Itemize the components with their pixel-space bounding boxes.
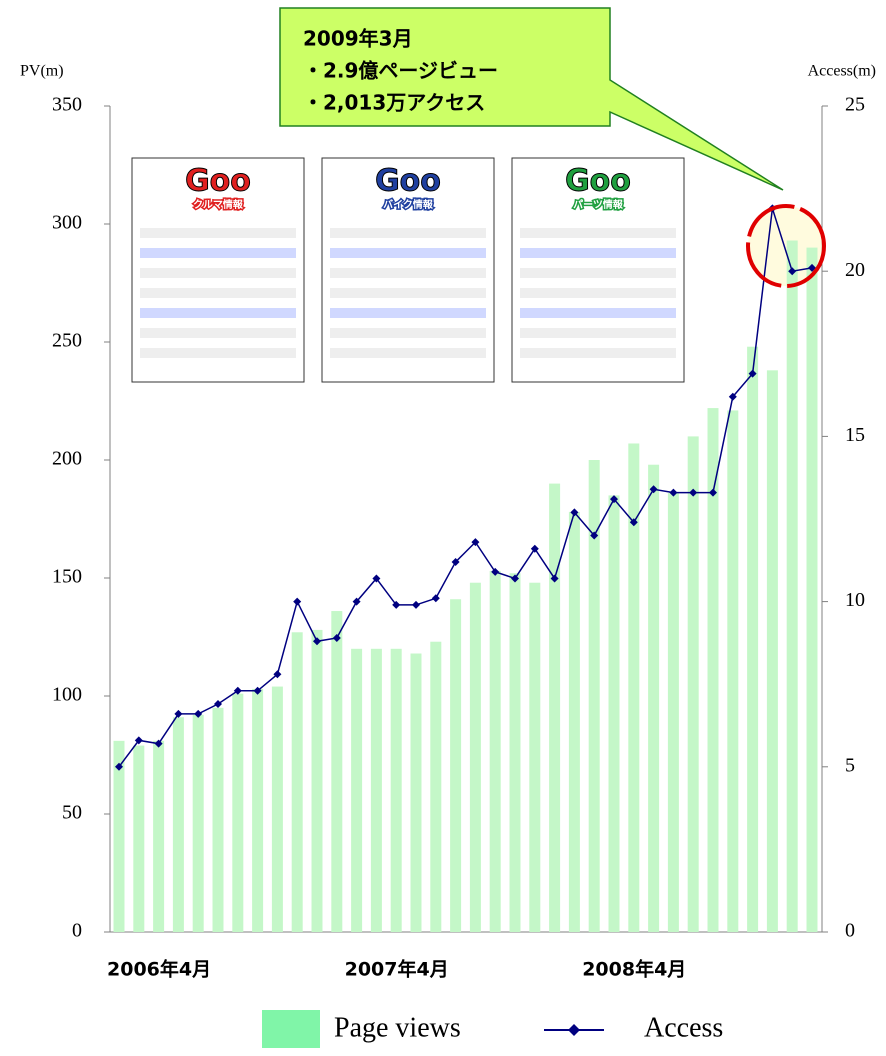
inset-line: [140, 248, 296, 258]
bar: [609, 495, 620, 932]
legend-label: Page views: [334, 1012, 461, 1043]
callout-text: 2009年3月: [303, 27, 413, 51]
inset-label: クルマ情報: [193, 198, 244, 211]
bar: [727, 410, 738, 932]
inset-line: [520, 228, 676, 238]
marker: [432, 594, 440, 602]
bar: [510, 573, 521, 932]
marker: [234, 687, 242, 695]
x-tick-label: 2007年4月: [345, 958, 449, 981]
inset-line: [140, 308, 296, 318]
y2-tick-label: 0: [845, 920, 855, 942]
y-tick-label: 350: [52, 94, 82, 116]
legend-label: Access: [644, 1012, 723, 1043]
y-axis-label: PV(m): [20, 63, 64, 80]
bar: [252, 689, 263, 932]
bar: [807, 248, 818, 932]
bar: [331, 611, 342, 932]
inset-line: [330, 268, 486, 278]
inset-line: [330, 288, 486, 298]
bar: [173, 717, 184, 932]
y2-tick-label: 20: [845, 259, 865, 281]
bar: [193, 715, 204, 932]
bar: [430, 642, 441, 932]
inset-line: [140, 288, 296, 298]
bar: [153, 741, 164, 932]
inset-line: [520, 268, 676, 278]
bar: [747, 347, 758, 932]
inset-line: [520, 308, 676, 318]
bar: [391, 649, 402, 932]
y2-tick-label: 15: [845, 424, 865, 446]
bar: [787, 241, 798, 932]
inset-line: [520, 288, 676, 298]
y2-tick-label: 25: [845, 94, 865, 116]
inset-line: [330, 348, 486, 358]
y-tick-label: 300: [52, 212, 82, 234]
inset-logo: Goo: [185, 164, 251, 199]
inset-line: [330, 308, 486, 318]
marker: [412, 601, 420, 609]
callout-text: ・2.9億ページビュー: [303, 59, 498, 83]
y-tick-label: 0: [72, 920, 82, 942]
y-tick-label: 200: [52, 448, 82, 470]
x-tick-label: 2006年4月: [107, 958, 211, 981]
bar: [688, 436, 699, 932]
inset-label: バイク情報: [383, 198, 434, 211]
inset-logo: Goo: [375, 164, 441, 199]
bar: [668, 493, 679, 932]
marker: [293, 598, 301, 606]
bar: [549, 484, 560, 932]
bar: [232, 694, 243, 932]
bar: [411, 654, 422, 932]
legend-marker: [568, 1024, 580, 1036]
bar: [490, 571, 501, 932]
y-tick-label: 250: [52, 330, 82, 352]
bar: [450, 599, 461, 932]
bar: [767, 370, 778, 932]
inset-logo: Goo: [565, 164, 631, 199]
inset-line: [520, 248, 676, 258]
inset-line: [520, 328, 676, 338]
inset-label: パーツ情報: [573, 198, 624, 211]
bar: [213, 708, 224, 932]
inset-line: [520, 348, 676, 358]
legend-swatch: [262, 1010, 320, 1048]
y2-axis-label: Access(m): [808, 63, 876, 80]
inset-line: [140, 268, 296, 278]
bar: [529, 583, 540, 932]
inset-line: [330, 248, 486, 258]
inset-line: [330, 228, 486, 238]
bar: [648, 465, 659, 932]
bar: [470, 583, 481, 932]
y-tick-label: 150: [52, 566, 82, 588]
chart: PV(m) Access(m) 0 50 100 150 200 250 300 350 0 5 1…: [0, 0, 886, 1056]
inset-line: [140, 228, 296, 238]
y-tick-label: 50: [62, 802, 82, 824]
bar: [272, 687, 283, 932]
marker: [531, 545, 539, 553]
y-tick-label: 100: [52, 684, 82, 706]
callout-text: ・2,013万アクセス: [303, 91, 485, 115]
bar: [312, 630, 323, 932]
bar: [351, 649, 362, 932]
marker: [174, 710, 182, 718]
bar: [569, 512, 580, 932]
inset-line: [330, 328, 486, 338]
inset-line: [140, 328, 296, 338]
inset-line: [140, 348, 296, 358]
bar: [708, 408, 719, 932]
y2-tick-label: 10: [845, 589, 865, 611]
bar: [371, 649, 382, 932]
y2-tick-label: 5: [845, 754, 855, 776]
x-tick-label: 2008年4月: [582, 958, 686, 981]
bar: [133, 746, 144, 932]
marker: [214, 700, 222, 708]
bar: [292, 632, 303, 932]
